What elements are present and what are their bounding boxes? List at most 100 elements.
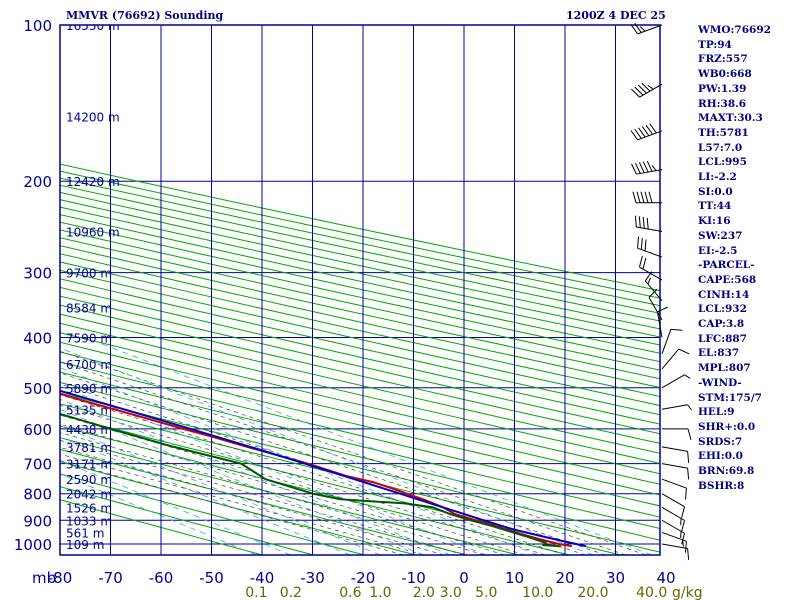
mixing-ratio-tick-label: 20.0 (577, 585, 608, 600)
mixing-ratio-tick-label: 40.0 (636, 585, 667, 600)
temperature-tick-label: 40 (656, 569, 675, 587)
mixing-ratio-tick-label: 0.2 (280, 585, 302, 600)
wind-barb (661, 374, 691, 389)
wind-barb-flag (631, 163, 637, 175)
dry-adiabat (60, 304, 660, 444)
wind-barb-flag (645, 124, 654, 135)
moist-adiabat (60, 394, 566, 555)
wind-barb-shaft (637, 24, 663, 35)
wind-barb-flag (642, 161, 649, 173)
index-item: WB0:668 (698, 68, 752, 81)
dry-adiabat (60, 199, 660, 330)
wind-barb (661, 531, 687, 553)
wind-barb-flag (648, 191, 653, 203)
temperature-tick-label: 30 (606, 569, 625, 587)
parcel-line (60, 389, 587, 548)
wind-barb-flag (637, 236, 640, 249)
wind-barb (634, 215, 663, 233)
wind-barb-shaft (637, 130, 663, 141)
dry-adiabat (60, 322, 660, 464)
wind-barb-flag (634, 215, 637, 228)
pressure-tick-label: 100 (23, 17, 52, 35)
temperature-tick-label: 10 (505, 569, 524, 587)
pressure-tick-label: 400 (23, 329, 52, 347)
wind-barb-flag (684, 488, 687, 500)
wind-barb-shaft (661, 329, 672, 354)
wind-barb-flag (634, 86, 644, 96)
index-item: SRDS:7 (698, 435, 743, 448)
dewpoint-line (60, 412, 561, 548)
wind-barb-flag (687, 428, 692, 440)
wind-barb-shaft (636, 226, 663, 233)
wind-barb-flag (649, 123, 657, 134)
wind-barb-flag (634, 128, 642, 139)
wind-barb-flag (638, 127, 646, 138)
height-label: 12420 m (66, 175, 120, 189)
wind-barb-shaft (661, 446, 688, 452)
wind-barb (631, 160, 663, 175)
wind-barbs (630, 22, 693, 560)
pressure-tick-label: 700 (23, 456, 52, 474)
wind-barb-flag (687, 451, 690, 463)
wind-barb-flag (644, 271, 653, 282)
height-label: 2042 m (66, 488, 112, 502)
index-item: EHI:0.0 (698, 450, 743, 463)
wind-barb (661, 404, 693, 411)
wind-barb-flag (630, 130, 638, 141)
moist-adiabat (60, 404, 545, 555)
wind-barb-flag (635, 162, 641, 174)
wind-barb-flag (648, 288, 658, 298)
temperature-tick-label: -80 (48, 569, 73, 587)
wind-barb-flag (657, 306, 669, 313)
wind-barb-flag (638, 162, 645, 174)
dry-adiabat (60, 214, 660, 346)
temperature-tick-label: -50 (199, 569, 224, 587)
index-item: HEL:9 (698, 406, 735, 419)
dry-adiabat (60, 191, 660, 322)
moist-adiabat (60, 460, 404, 555)
wind-barb-flag (641, 126, 650, 137)
wind-barb-flag (640, 191, 645, 203)
height-label: 5890 m (66, 382, 112, 396)
mixing-ratio-line-1 (60, 425, 381, 555)
pressure-tick-label: 800 (23, 486, 52, 504)
mixing-ratio-line-40 (85, 337, 652, 555)
mixing-ratio-unit-label: g/kg (672, 585, 703, 600)
height-label: 14200 m (66, 110, 120, 124)
height-label: 6700 m (66, 358, 112, 372)
wind-barb (661, 519, 686, 545)
wind-barb-flag (638, 255, 643, 268)
dry-adiabat (60, 163, 660, 292)
pressure-tick-label: 200 (23, 173, 52, 191)
dry-adiabat (60, 170, 660, 299)
dry-adiabat (60, 486, 314, 555)
wind-barb (662, 428, 692, 440)
wind-barb-flag (681, 533, 686, 545)
mixing-ratio-line-10 (60, 367, 538, 555)
height-label: 4438 m (66, 423, 112, 437)
mixing-ratio-lines (60, 337, 652, 555)
index-item: MAXT:30.3 (698, 112, 763, 125)
dry-adiabat (60, 392, 660, 541)
wind-barb (644, 271, 663, 302)
wind-barb-flag (632, 191, 637, 203)
wind-barb-shaft (661, 519, 685, 534)
height-label: 3171 m (66, 458, 112, 472)
mixing-ratio-tick-label: 1.0 (369, 585, 391, 600)
isobar-grid (60, 24, 660, 545)
wind-barb-flag (644, 239, 647, 251)
dry-adiabat (60, 499, 263, 555)
height-label: 5135 m (66, 403, 112, 417)
dry-adiabat (60, 184, 660, 314)
height-label: 10960 m (66, 226, 120, 240)
wind-barb-shaft (661, 531, 687, 542)
wind-barb-shaft (648, 297, 663, 321)
dry-adiabat (60, 206, 660, 338)
dry-adiabat (60, 341, 660, 485)
dry-adiabat (60, 295, 660, 435)
wind-barb-shaft (661, 543, 688, 550)
height-label: 2590 m (66, 473, 112, 487)
wind-barb-flag (639, 26, 646, 32)
chart-time: 1200Z 4 DEC 25 (566, 9, 666, 22)
